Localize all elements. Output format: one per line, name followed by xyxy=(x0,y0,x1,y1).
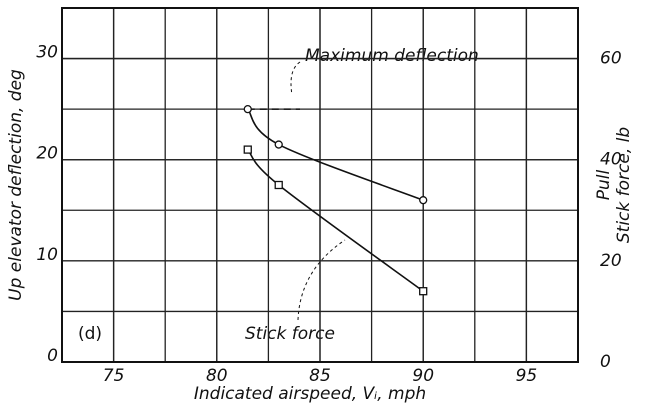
y-tick-label: 0 xyxy=(47,346,58,366)
y2-axis-label: Pull xyxy=(594,169,614,200)
y2-tick-label: 0 xyxy=(600,352,611,372)
marker xyxy=(419,287,428,296)
y-tick-label: 30 xyxy=(36,43,58,63)
x-tick-label: 85 xyxy=(309,366,331,386)
y-tick-label: 10 xyxy=(36,245,58,265)
y-axis-label: Up elevator deflection, deg xyxy=(6,69,26,301)
y-tick-label: 20 xyxy=(36,144,58,164)
marker xyxy=(243,145,252,154)
annotation: Maximum deflection xyxy=(305,46,479,66)
x-tick-label: 95 xyxy=(516,366,538,386)
x-tick-label: 90 xyxy=(412,366,434,386)
plot-frame xyxy=(61,7,579,363)
leader xyxy=(290,61,301,96)
marker xyxy=(243,104,252,114)
leader xyxy=(297,239,346,321)
marker xyxy=(419,196,428,205)
y2-tick-label: 40 xyxy=(600,150,622,170)
x-tick-label: 75 xyxy=(103,366,125,386)
series-line xyxy=(247,149,424,292)
y2-tick-label: 60 xyxy=(600,49,622,69)
panel-label: (d) xyxy=(78,324,102,344)
annotation: Stick force xyxy=(245,324,335,344)
marker xyxy=(274,180,283,190)
y2-axis-label: Stick force, lb xyxy=(614,127,634,243)
marker xyxy=(274,140,283,149)
x-tick-label: 80 xyxy=(206,366,228,386)
series-line xyxy=(247,108,424,201)
y2-tick-label: 20 xyxy=(600,251,622,271)
x-axis-label: Indicated airspeed, Vᵢ, mph xyxy=(194,384,426,404)
